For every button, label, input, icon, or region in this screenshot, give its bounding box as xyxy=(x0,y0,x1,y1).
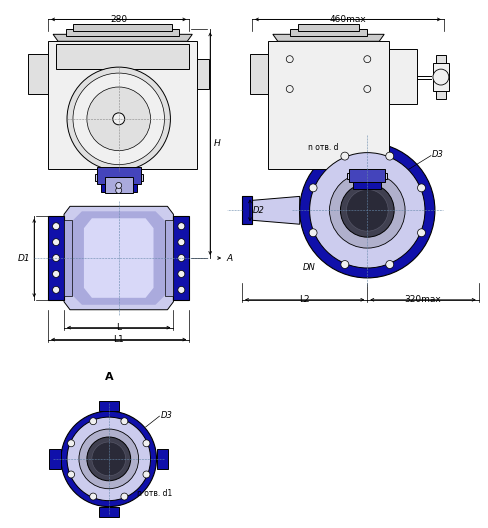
Circle shape xyxy=(142,440,150,447)
Bar xyxy=(66,30,179,36)
Bar xyxy=(73,24,172,31)
Bar xyxy=(156,449,168,469)
Bar xyxy=(99,401,119,411)
Polygon shape xyxy=(272,34,384,41)
Bar xyxy=(297,24,359,31)
Circle shape xyxy=(116,187,122,193)
Circle shape xyxy=(53,286,60,294)
Circle shape xyxy=(432,69,448,85)
Text: 280: 280 xyxy=(110,15,127,24)
Text: n отв. d: n отв. d xyxy=(307,143,337,152)
Bar xyxy=(242,196,251,224)
Bar xyxy=(353,183,381,190)
Circle shape xyxy=(385,152,393,160)
Circle shape xyxy=(178,223,184,230)
Text: 460max: 460max xyxy=(329,15,366,24)
Circle shape xyxy=(363,86,370,92)
Circle shape xyxy=(142,471,150,478)
Text: DN: DN xyxy=(302,263,315,272)
Circle shape xyxy=(285,86,293,92)
Circle shape xyxy=(178,254,184,261)
Bar xyxy=(56,44,189,69)
Text: L: L xyxy=(116,323,121,332)
Circle shape xyxy=(116,183,122,188)
Bar xyxy=(432,63,448,91)
Circle shape xyxy=(329,173,404,248)
Bar xyxy=(349,168,385,183)
Bar xyxy=(28,54,48,94)
Circle shape xyxy=(53,254,60,261)
Bar xyxy=(197,59,209,89)
Bar xyxy=(99,506,119,516)
Bar xyxy=(173,216,189,300)
Circle shape xyxy=(67,440,75,447)
Circle shape xyxy=(308,229,316,237)
Circle shape xyxy=(121,493,127,500)
Circle shape xyxy=(308,184,316,192)
Circle shape xyxy=(417,229,425,237)
Circle shape xyxy=(178,239,184,246)
Bar xyxy=(64,220,72,296)
Text: D3: D3 xyxy=(160,411,172,420)
Circle shape xyxy=(385,260,393,268)
Polygon shape xyxy=(251,196,299,224)
Bar xyxy=(267,41,388,168)
Circle shape xyxy=(89,493,97,500)
Circle shape xyxy=(340,183,393,237)
Circle shape xyxy=(89,418,97,425)
Text: D2: D2 xyxy=(252,206,264,215)
Circle shape xyxy=(73,73,164,165)
Circle shape xyxy=(285,55,293,63)
Text: L2: L2 xyxy=(299,295,309,304)
Circle shape xyxy=(340,260,348,268)
Circle shape xyxy=(87,87,150,150)
Circle shape xyxy=(346,190,387,231)
Circle shape xyxy=(178,286,184,294)
Text: A: A xyxy=(104,372,113,382)
Bar xyxy=(48,216,64,300)
Circle shape xyxy=(121,418,127,425)
Circle shape xyxy=(417,184,425,192)
Text: A: A xyxy=(225,253,232,262)
Bar xyxy=(49,449,61,469)
Bar xyxy=(95,174,142,182)
Bar xyxy=(104,177,132,193)
Bar xyxy=(346,173,386,180)
Circle shape xyxy=(87,437,130,481)
Circle shape xyxy=(178,270,184,277)
Bar xyxy=(97,166,141,184)
Text: D3: D3 xyxy=(431,150,443,159)
Circle shape xyxy=(67,67,170,171)
Bar xyxy=(101,184,136,192)
Circle shape xyxy=(53,223,60,230)
Circle shape xyxy=(53,270,60,277)
Circle shape xyxy=(67,417,150,501)
Circle shape xyxy=(340,152,348,160)
Text: 320max: 320max xyxy=(404,295,441,304)
Bar xyxy=(388,49,416,104)
Circle shape xyxy=(67,471,75,478)
Circle shape xyxy=(309,153,424,268)
Polygon shape xyxy=(53,34,192,41)
Bar xyxy=(48,41,197,168)
Text: H: H xyxy=(214,139,221,148)
Circle shape xyxy=(92,442,125,476)
Circle shape xyxy=(299,143,434,278)
Text: n отв. d1: n отв. d1 xyxy=(136,489,171,498)
Circle shape xyxy=(363,55,370,63)
Circle shape xyxy=(61,411,156,506)
Circle shape xyxy=(113,113,124,125)
Polygon shape xyxy=(64,206,173,310)
Bar xyxy=(165,220,173,296)
Text: L1: L1 xyxy=(113,335,124,344)
Text: D1: D1 xyxy=(18,253,30,262)
Circle shape xyxy=(53,239,60,246)
Bar xyxy=(289,30,366,36)
Polygon shape xyxy=(84,218,153,298)
Polygon shape xyxy=(72,211,165,305)
Circle shape xyxy=(79,429,138,489)
Bar xyxy=(435,55,445,99)
Bar xyxy=(249,54,267,94)
